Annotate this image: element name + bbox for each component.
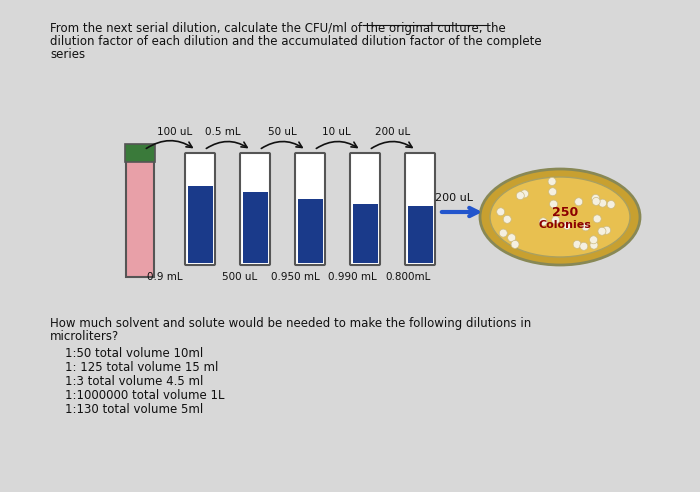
Circle shape <box>499 229 508 237</box>
Text: 50 uL: 50 uL <box>267 127 296 137</box>
Circle shape <box>575 198 582 206</box>
Text: 0.990 mL: 0.990 mL <box>328 272 377 282</box>
Text: series: series <box>50 48 85 61</box>
Text: 200 uL: 200 uL <box>375 127 411 137</box>
Circle shape <box>517 192 524 200</box>
Circle shape <box>521 190 528 198</box>
Text: 0.5 mL: 0.5 mL <box>205 127 241 137</box>
Text: From the next serial dilution, calculate the CFU/ml of the original culture, the: From the next serial dilution, calculate… <box>50 22 505 35</box>
Text: 250: 250 <box>552 206 578 218</box>
Text: dilution factor of each dilution and the accumulated dilution factor of the comp: dilution factor of each dilution and the… <box>50 35 542 48</box>
Text: 1:50 total volume 10ml: 1:50 total volume 10ml <box>65 347 203 360</box>
Circle shape <box>607 200 615 209</box>
Circle shape <box>592 194 600 202</box>
Bar <box>353 204 377 263</box>
Text: microliters?: microliters? <box>50 330 119 343</box>
Text: 0.9 mL: 0.9 mL <box>147 272 183 282</box>
Text: 0.800mL: 0.800mL <box>385 272 430 282</box>
Circle shape <box>550 200 558 208</box>
Circle shape <box>549 188 557 196</box>
Text: 100 uL: 100 uL <box>158 127 192 137</box>
Circle shape <box>511 241 519 248</box>
Circle shape <box>539 218 547 226</box>
Text: 10 uL: 10 uL <box>321 127 351 137</box>
FancyBboxPatch shape <box>185 153 215 265</box>
Ellipse shape <box>480 169 640 265</box>
Circle shape <box>603 226 610 234</box>
Text: 0.950 mL: 0.950 mL <box>271 272 319 282</box>
Circle shape <box>598 199 607 207</box>
Circle shape <box>590 241 598 249</box>
Circle shape <box>503 215 511 223</box>
Text: Colonies: Colonies <box>538 220 592 230</box>
Bar <box>126 147 154 277</box>
Bar <box>125 144 155 162</box>
Circle shape <box>508 234 516 242</box>
Circle shape <box>573 241 581 248</box>
Bar <box>188 186 213 263</box>
Bar <box>242 192 267 263</box>
Text: 500 uL: 500 uL <box>223 272 258 282</box>
Text: 1:130 total volume 5ml: 1:130 total volume 5ml <box>65 403 203 416</box>
Text: How much solvent and solute would be needed to make the following dilutions in: How much solvent and solute would be nee… <box>50 317 531 330</box>
Text: 200 uL: 200 uL <box>435 193 473 203</box>
FancyBboxPatch shape <box>295 153 325 265</box>
FancyBboxPatch shape <box>350 153 380 265</box>
Text: 1:1000000 total volume 1L: 1:1000000 total volume 1L <box>65 389 225 402</box>
Bar <box>407 206 433 263</box>
FancyBboxPatch shape <box>240 153 270 265</box>
Text: 1:3 total volume 4.5 ml: 1:3 total volume 4.5 ml <box>65 375 204 388</box>
Circle shape <box>580 242 588 250</box>
Circle shape <box>592 197 600 205</box>
Circle shape <box>593 215 601 223</box>
Ellipse shape <box>490 177 630 257</box>
Circle shape <box>563 221 571 230</box>
Text: 1: 125 total volume 15 ml: 1: 125 total volume 15 ml <box>65 361 218 374</box>
Circle shape <box>589 236 598 244</box>
Circle shape <box>552 216 560 224</box>
Circle shape <box>497 208 505 216</box>
Circle shape <box>582 223 589 231</box>
Circle shape <box>548 178 556 185</box>
Bar <box>298 199 323 263</box>
FancyBboxPatch shape <box>405 153 435 265</box>
Circle shape <box>598 227 606 235</box>
